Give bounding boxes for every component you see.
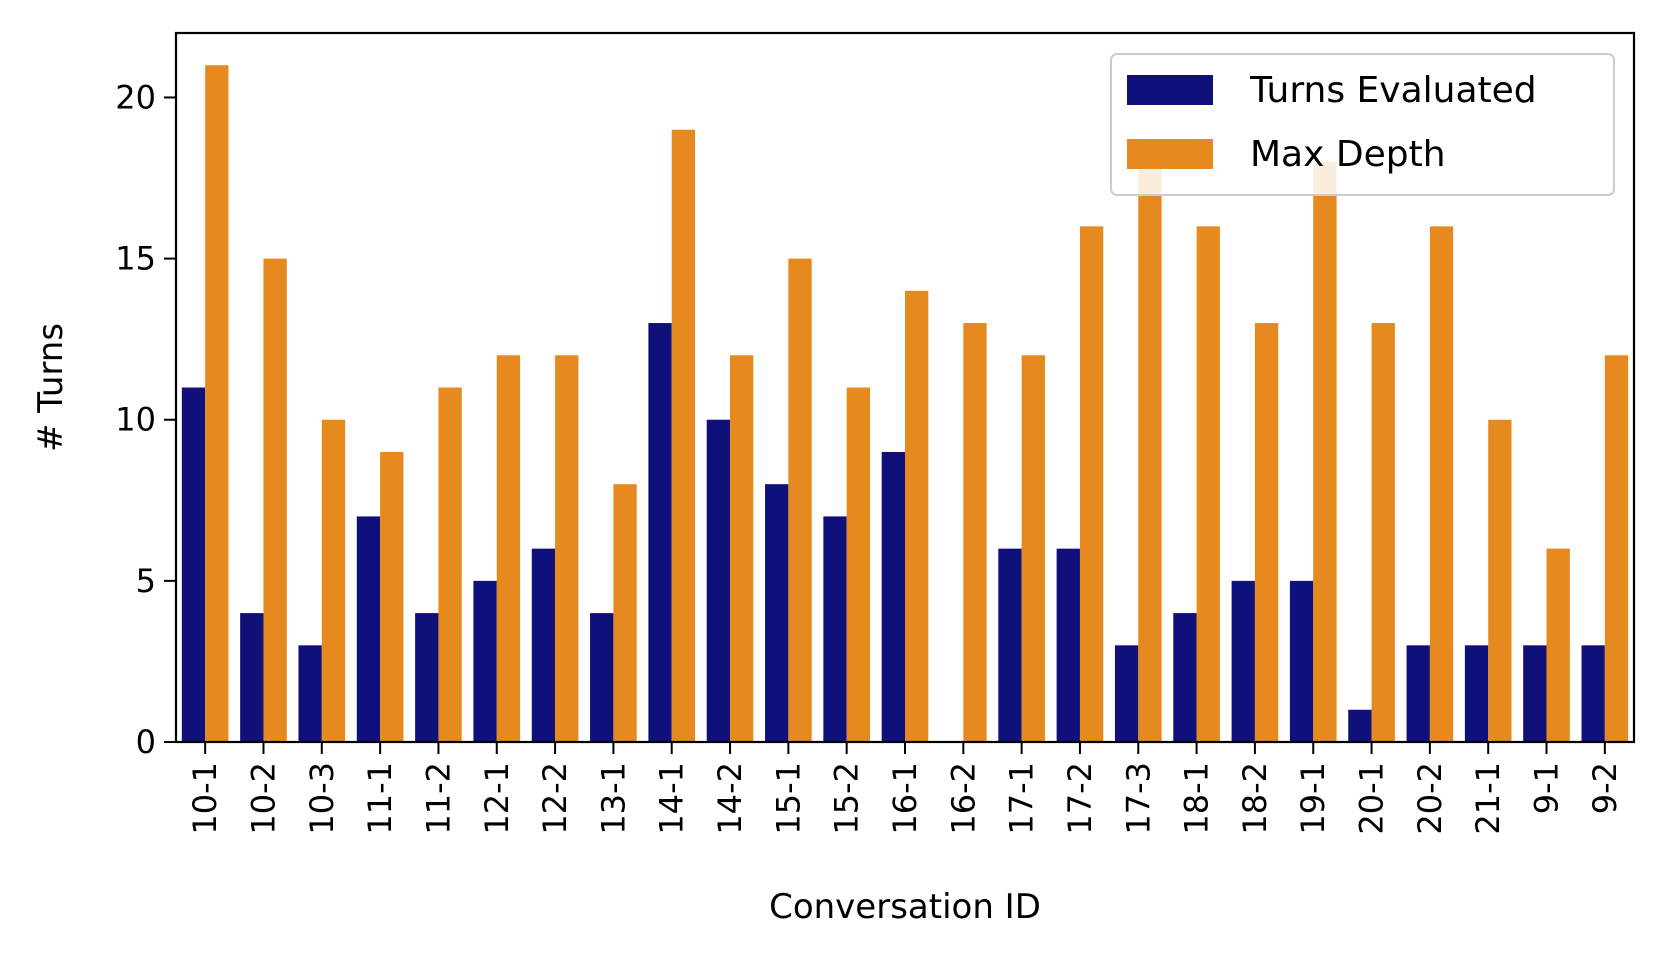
bar-turns-evaluated-14-1 <box>648 323 672 742</box>
bar-max-depth-14-1 <box>671 129 696 742</box>
bar-turns-evaluated-9-2 <box>1581 645 1605 742</box>
x-tick-label: 16-2 <box>944 762 982 835</box>
x-tick-label: 17-1 <box>1003 762 1041 835</box>
y-axis: 0 5 10 15 20 <box>115 78 176 761</box>
x-tick-label: 18-2 <box>1236 762 1274 835</box>
bar-max-depth-10-3 <box>321 419 346 742</box>
bar-max-depth-12-1 <box>496 355 521 742</box>
bar-max-depth-20-2 <box>1429 226 1454 742</box>
bar-max-depth-17-2 <box>1079 226 1104 742</box>
bar-max-depth-21-1 <box>1488 419 1512 742</box>
y-tick-label: 15 <box>115 240 156 278</box>
x-tick-label: 12-1 <box>478 762 516 835</box>
bar-turns-evaluated-11-1 <box>356 516 381 742</box>
bar-turns-evaluated-14-2 <box>706 419 731 742</box>
bar-turns-evaluated-12-2 <box>531 548 556 742</box>
x-tick-label: 11-2 <box>419 762 457 835</box>
legend-swatch <box>1127 139 1213 169</box>
bar-max-depth-9-2 <box>1604 355 1629 742</box>
legend-box <box>1110 53 1615 196</box>
bar-max-depth-13-1 <box>613 484 637 742</box>
x-axis: 10-1 10-2 10-3 11-1 11-2 12-1 12-2 13-1 14-1 14-2… <box>186 742 1624 835</box>
legend-label: Max Depth <box>1250 134 1446 175</box>
x-tick-label: 13-1 <box>594 762 632 835</box>
x-tick-label: 15-2 <box>828 762 866 835</box>
x-tick-label: 17-3 <box>1119 762 1157 835</box>
x-tick-label: 21-1 <box>1469 762 1507 835</box>
y-tick-label: 10 <box>115 401 156 439</box>
x-tick-label: 12-2 <box>536 762 574 835</box>
bar-max-depth-18-1 <box>1196 226 1220 742</box>
x-tick-label: 11-1 <box>361 762 399 835</box>
bar-max-depth-17-1 <box>1021 355 1045 742</box>
bar-max-depth-10-2 <box>263 258 287 742</box>
bar-turns-evaluated-19-1 <box>1289 580 1314 742</box>
x-tick-label: 14-2 <box>711 762 749 835</box>
bar-max-depth-16-1 <box>905 290 929 742</box>
bar-turns-evaluated-16-1 <box>881 451 905 742</box>
x-axis-title: Conversation ID <box>769 887 1041 927</box>
bar-turns-evaluated-15-1 <box>765 484 789 742</box>
bar-max-depth-19-1 <box>1313 161 1337 743</box>
bar-max-depth-9-1 <box>1546 548 1570 742</box>
bar-max-depth-15-1 <box>788 258 812 742</box>
legend-swatch <box>1127 75 1213 105</box>
bar-turns-evaluated-21-1 <box>1464 645 1489 742</box>
x-tick-label: 17-2 <box>1061 762 1099 835</box>
y-tick-label: 5 <box>136 562 156 600</box>
bar-max-depth-16-2 <box>963 323 987 742</box>
bar-turns-evaluated-20-2 <box>1406 645 1430 742</box>
bar-max-depth-14-2 <box>730 355 754 742</box>
bar-max-depth-17-3 <box>1138 161 1162 743</box>
x-tick-label: 19-1 <box>1294 762 1332 835</box>
bar-turns-evaluated-12-1 <box>473 580 497 742</box>
x-tick-label: 15-1 <box>769 762 807 835</box>
bar-max-depth-20-1 <box>1371 323 1395 742</box>
legend-label: Turns Evaluated <box>1249 70 1537 111</box>
y-tick-label: 20 <box>115 78 156 116</box>
legend: Turns Evaluated Max Depth <box>1110 53 1615 196</box>
bar-turns-evaluated-18-2 <box>1231 580 1255 742</box>
x-tick-label: 9-2 <box>1586 762 1624 814</box>
x-tick-label: 14-1 <box>653 762 691 835</box>
bar-turns-evaluated-10-1 <box>181 387 206 742</box>
bar-turns-evaluated-10-2 <box>240 613 264 742</box>
bar-turns-evaluated-17-3 <box>1114 645 1139 742</box>
bar-max-depth-11-2 <box>438 387 462 742</box>
x-tick-label: 20-2 <box>1411 762 1449 835</box>
x-tick-label: 10-2 <box>244 762 282 835</box>
bar-max-depth-11-1 <box>380 451 404 742</box>
x-tick-label: 10-3 <box>303 762 341 835</box>
bar-max-depth-15-2 <box>846 387 871 742</box>
bar-turns-evaluated-13-1 <box>590 613 614 742</box>
bar-turns-evaluated-11-2 <box>415 613 439 742</box>
bar-turns-evaluated-10-3 <box>298 645 322 742</box>
y-axis-title: # Turns <box>31 323 71 452</box>
bar-turns-evaluated-17-1 <box>998 548 1022 742</box>
bar-max-depth-12-2 <box>555 355 579 742</box>
bar-max-depth-10-1 <box>205 65 229 742</box>
bar-turns-evaluated-15-2 <box>823 516 847 742</box>
bar-turns-evaluated-9-1 <box>1523 645 1547 742</box>
bar-turns-evaluated-20-1 <box>1348 709 1372 742</box>
y-tick-label: 0 <box>136 723 156 761</box>
bars-layer <box>181 65 1629 743</box>
bar-turns-evaluated-17-2 <box>1056 548 1080 742</box>
x-tick-label: 20-1 <box>1353 762 1391 835</box>
x-tick-label: 16-1 <box>886 762 924 835</box>
bar-max-depth-18-2 <box>1254 323 1279 742</box>
x-tick-label: 18-1 <box>1178 762 1216 835</box>
x-tick-label: 10-1 <box>186 762 224 835</box>
x-tick-label: 9-1 <box>1528 762 1566 814</box>
bar-turns-evaluated-18-1 <box>1173 613 1197 742</box>
